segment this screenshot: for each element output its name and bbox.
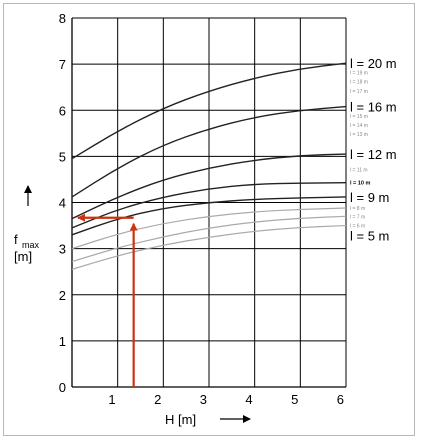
series-label: l = 19 m <box>350 70 368 76</box>
y-tick-label: 0 <box>59 380 66 395</box>
y-tick-label: 6 <box>59 103 66 118</box>
curves <box>71 62 347 270</box>
series-label: l = 12 m <box>350 147 397 162</box>
y-tick-label: 4 <box>59 196 66 211</box>
y-tick-label: 1 <box>59 334 66 349</box>
x-axis-title: H [m] <box>165 412 196 427</box>
curve-labels: l = 20 ml = 19 m l = 18 m l = 17 m l = 16 m… <box>350 56 397 244</box>
series-label: l = 11 m <box>350 167 368 173</box>
series-label: l = 8 m <box>350 206 365 212</box>
y-tick-label: 3 <box>59 242 66 257</box>
y-tick-label: 7 <box>59 57 66 72</box>
x-tick-label: 6 <box>337 392 344 407</box>
x-tick-label: 2 <box>154 392 161 407</box>
x-tick-label: 1 <box>108 392 115 407</box>
series-line <box>71 153 347 220</box>
x-tick-label: 5 <box>291 392 298 407</box>
series-line <box>71 224 347 270</box>
series-line <box>71 215 347 263</box>
x-tick-label: 4 <box>245 392 252 407</box>
annotation <box>77 213 138 387</box>
series-line <box>71 207 347 250</box>
grid <box>71 17 347 388</box>
series-label: l = 10 m <box>350 181 370 187</box>
y-tick-label: 5 <box>59 149 66 164</box>
series-label: l = 13 m <box>350 132 368 138</box>
series-label: l = 7 m <box>350 214 365 220</box>
series-label: l = 14 m <box>350 123 368 129</box>
y-axis-title: f <box>14 232 18 247</box>
series-label: l = 6 m <box>350 224 365 230</box>
series-label: l = 5 m <box>350 229 389 244</box>
x-tick-label: 3 <box>200 392 207 407</box>
tick-labels: 0 1 2 3 4 5 6 7 8 1 2 3 4 5 6 <box>59 11 344 407</box>
y-tick-label: 8 <box>59 11 66 26</box>
y-axis-unit: [m] <box>14 249 32 264</box>
series-label: l = 15 m <box>350 114 368 120</box>
series-line <box>71 196 347 236</box>
y-tick-label: 2 <box>59 288 66 303</box>
series-label: l = 9 m <box>350 190 389 205</box>
series-line <box>71 62 347 160</box>
series-label: l = 20 m <box>350 56 397 71</box>
y-axis-title-subscript: max <box>22 240 40 250</box>
series-label: l = 16 m <box>350 100 397 115</box>
series-label: l = 18 m <box>350 80 368 86</box>
series-line <box>71 105 347 198</box>
series-label: l = 17 m <box>350 89 368 95</box>
